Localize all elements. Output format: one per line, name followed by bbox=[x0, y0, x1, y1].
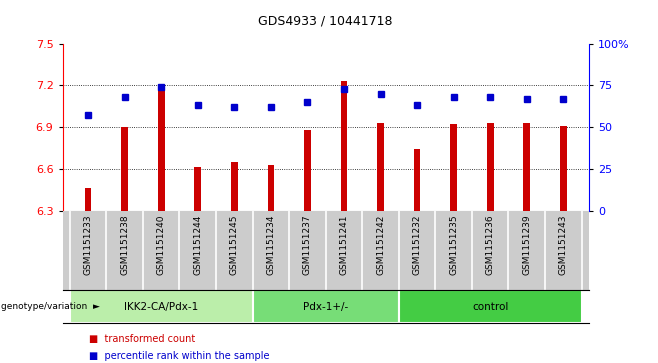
Text: control: control bbox=[472, 302, 509, 312]
Text: GSM1151232: GSM1151232 bbox=[413, 215, 422, 275]
Bar bbox=[158, 87, 164, 211]
Text: GSM1151244: GSM1151244 bbox=[193, 215, 202, 275]
Bar bbox=[560, 126, 567, 211]
Text: ■  transformed count: ■ transformed count bbox=[89, 334, 195, 344]
Text: GSM1151239: GSM1151239 bbox=[522, 215, 531, 275]
Text: GSM1151235: GSM1151235 bbox=[449, 215, 458, 275]
Text: IKK2-CA/Pdx-1: IKK2-CA/Pdx-1 bbox=[124, 302, 198, 312]
Bar bbox=[195, 167, 201, 211]
Bar bbox=[341, 81, 347, 211]
Text: GSM1151245: GSM1151245 bbox=[230, 215, 239, 275]
Bar bbox=[70, 290, 253, 323]
Text: GSM1151241: GSM1151241 bbox=[340, 215, 349, 275]
Bar bbox=[85, 188, 91, 211]
Text: GSM1151243: GSM1151243 bbox=[559, 215, 568, 275]
Bar bbox=[268, 164, 274, 211]
Text: GSM1151240: GSM1151240 bbox=[157, 215, 166, 275]
Text: GSM1151237: GSM1151237 bbox=[303, 215, 312, 275]
Bar bbox=[450, 124, 457, 211]
Text: GSM1151236: GSM1151236 bbox=[486, 215, 495, 275]
Text: GSM1151242: GSM1151242 bbox=[376, 215, 385, 275]
Text: ■  percentile rank within the sample: ■ percentile rank within the sample bbox=[89, 351, 269, 361]
Bar bbox=[414, 149, 420, 211]
Text: GSM1151233: GSM1151233 bbox=[84, 215, 93, 275]
Text: genotype/variation  ►: genotype/variation ► bbox=[1, 302, 100, 311]
Bar bbox=[399, 290, 582, 323]
Bar bbox=[377, 123, 384, 211]
Bar bbox=[253, 290, 399, 323]
Text: GDS4933 / 10441718: GDS4933 / 10441718 bbox=[259, 15, 393, 28]
Bar bbox=[524, 123, 530, 211]
Text: GSM1151238: GSM1151238 bbox=[120, 215, 129, 275]
Text: GSM1151234: GSM1151234 bbox=[266, 215, 276, 275]
Bar bbox=[487, 123, 494, 211]
Bar bbox=[304, 130, 311, 211]
Bar bbox=[231, 162, 238, 211]
Text: Pdx-1+/-: Pdx-1+/- bbox=[303, 302, 348, 312]
Bar bbox=[121, 127, 128, 211]
